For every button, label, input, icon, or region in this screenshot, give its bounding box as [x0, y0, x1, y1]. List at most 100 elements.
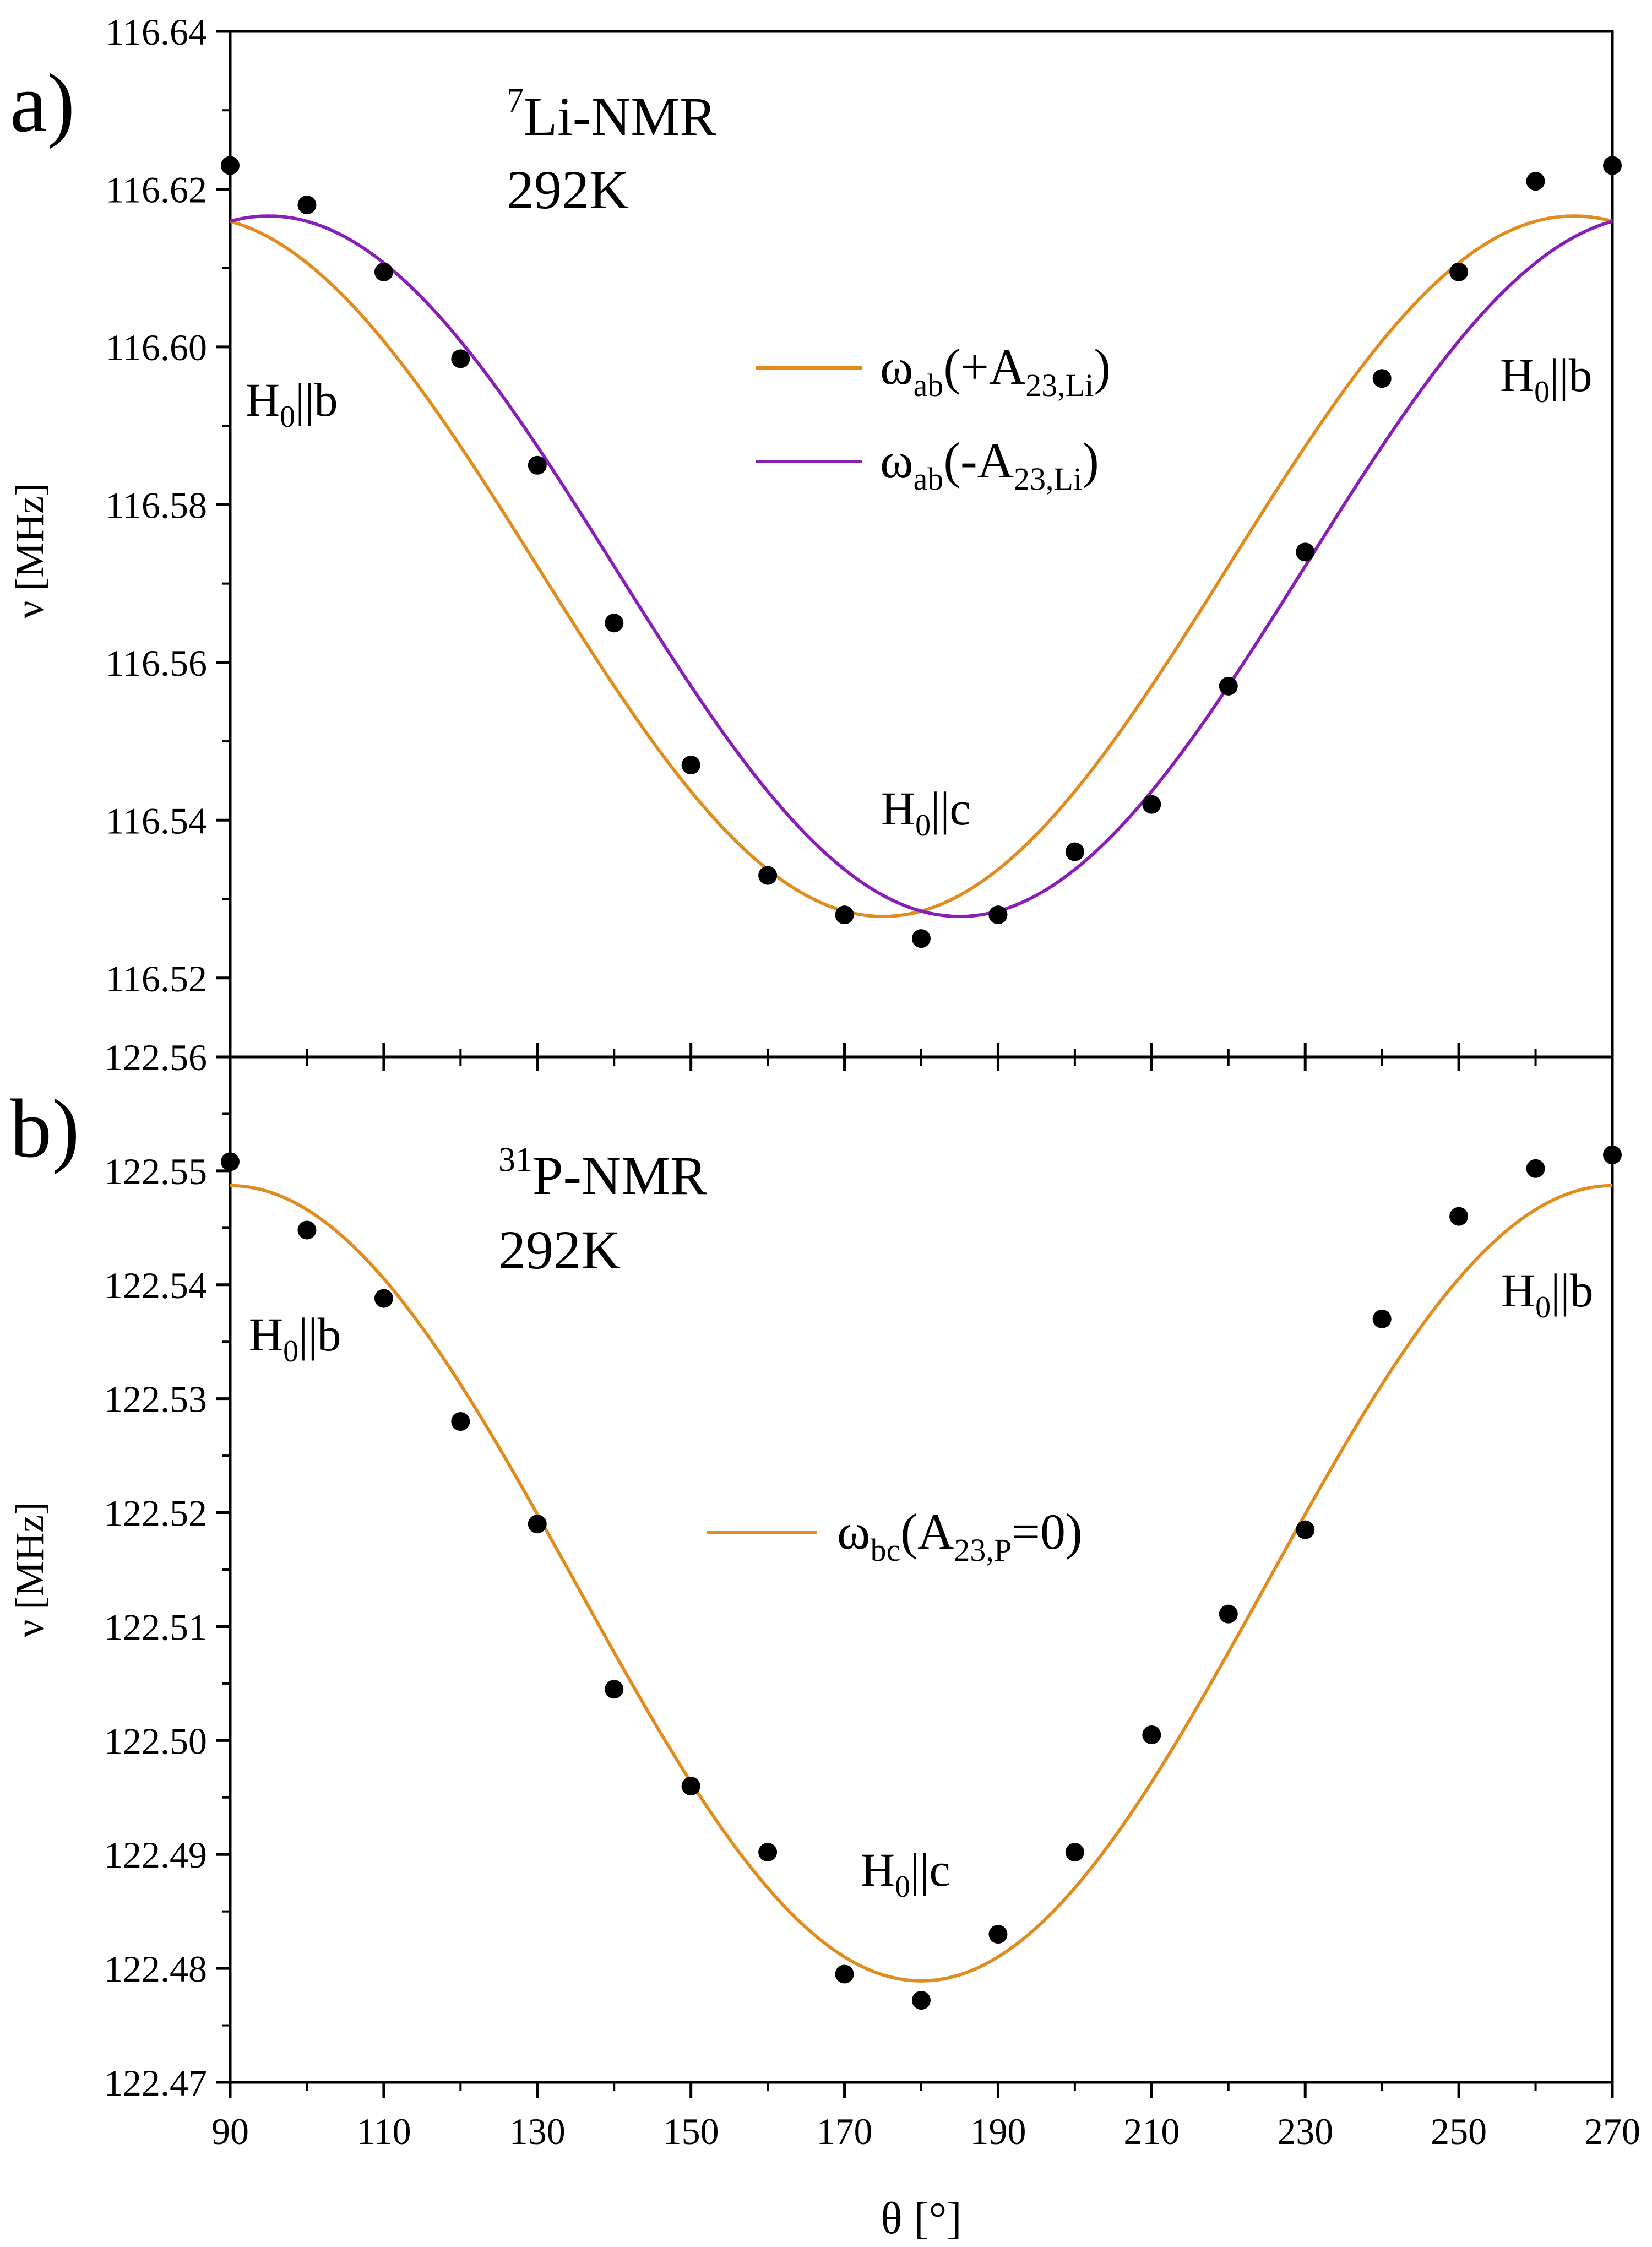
panel-a-letter: a): [10, 57, 75, 149]
data-point: [451, 1412, 470, 1431]
data-point: [1065, 842, 1084, 861]
panel-a-annotation-left: H0||b: [246, 373, 338, 434]
panel-a-nucleus-mass: 7: [507, 82, 524, 120]
y-tick-label: 116.62: [106, 169, 207, 210]
y-tick-label: 116.58: [106, 484, 207, 526]
panel-a-legend-label-plus: ωab(+A23,Li): [880, 339, 1111, 403]
y-tick-label: 122.54: [104, 1264, 207, 1306]
data-point: [1142, 1725, 1161, 1744]
panel-b-frame: [229, 1055, 1614, 2084]
x-tick-label: 150: [663, 2110, 719, 2152]
data-point: [1526, 172, 1545, 191]
panel-a-annotation-right: H0||b: [1500, 349, 1593, 409]
x-tick-label: 230: [1277, 2110, 1333, 2152]
panel-a-frame: [229, 30, 1614, 1059]
panel-b-x-axis: 90 110 130 150 170 190 210 230 250 270: [211, 2082, 1640, 2152]
data-point: [297, 1220, 317, 1240]
data-point: [912, 929, 931, 948]
x-tick-label: 270: [1584, 2110, 1640, 2152]
data-point: [451, 349, 470, 368]
y-tick-label: 122.56: [104, 1036, 207, 1078]
x-tick-label: 210: [1123, 2110, 1180, 2152]
fit-curve-1: [230, 214, 1613, 919]
data-point: [1219, 676, 1238, 696]
data-point: [605, 614, 624, 633]
data-point: [1065, 1843, 1084, 1862]
panel-b-nucleus: 31P-NMR: [498, 1141, 707, 1206]
data-point: [912, 1991, 931, 2010]
y-tick-label: 122.50: [104, 1720, 207, 1762]
fit-curve-0: [230, 1184, 1613, 1983]
data-point: [1526, 1159, 1545, 1178]
y-tick-label: 122.52: [104, 1492, 207, 1534]
y-tick-label: 122.47: [104, 2062, 207, 2104]
panel-b: 122.47 122.48 122.49 122.50 122.51 122.52 122.…: [8, 1036, 1640, 2152]
panel-a: 116.52 116.54 116.56 116.58 116.60 116.62 116.…: [8, 11, 1622, 1071]
data-point: [605, 1680, 624, 1699]
panel-b-fit-curves: [230, 1184, 1613, 1983]
panel-b-y-axis: 122.47 122.48 122.49 122.50 122.51 122.52 122.…: [104, 1036, 230, 2104]
y-tick-label: 116.52: [106, 958, 207, 1000]
data-point: [1142, 795, 1161, 814]
data-point: [221, 156, 240, 175]
data-point: [1296, 1520, 1315, 1539]
x-axis-title: θ [°]: [881, 2193, 961, 2243]
data-point: [681, 1777, 700, 1796]
panel-a-ylabel: ν [MHz]: [8, 483, 52, 618]
x-tick-label: 110: [356, 2110, 411, 2152]
panel-b-temperature: 292K: [498, 1219, 621, 1280]
data-point: [681, 756, 700, 775]
panel-b-nucleus-name: P-NMR: [532, 1145, 707, 1206]
data-point: [988, 1925, 1008, 1944]
y-tick-label: 122.49: [104, 1834, 207, 1876]
data-point: [1449, 262, 1469, 281]
panel-a-y-axis: 116.52 116.54 116.56 116.58 116.60 116.62 116.…: [106, 11, 230, 1000]
panel-b-legend-label: ωbc(A23,P=0): [837, 1504, 1083, 1568]
panel-b-nucleus-mass: 31: [498, 1141, 532, 1179]
data-point: [1603, 1145, 1622, 1164]
panel-b-annotation-left: H0||b: [249, 1308, 341, 1369]
panel-a-legend-label-minus: ωab(-A23,Li): [880, 432, 1099, 497]
panel-a-annotation-center: H0||c: [881, 782, 971, 843]
y-tick-label: 122.55: [104, 1150, 207, 1192]
y-tick-label: 122.51: [104, 1606, 207, 1648]
y-tick-label: 122.53: [104, 1378, 207, 1420]
panel-b-annotation-center: H0||c: [861, 1843, 950, 1904]
y-tick-label: 116.56: [106, 642, 207, 684]
panel-a-legend: ωab(+A23,Li) ωab(-A23,Li): [756, 339, 1111, 497]
data-point: [528, 1515, 547, 1534]
data-point: [297, 196, 317, 215]
data-point: [1603, 156, 1622, 175]
y-tick-label: 116.54: [106, 800, 207, 842]
data-point: [835, 1964, 854, 1984]
data-point: [221, 1152, 240, 1171]
data-point: [1219, 1604, 1238, 1624]
data-point: [1372, 1309, 1392, 1328]
data-point: [374, 1289, 393, 1308]
x-tick-label: 90: [211, 2110, 249, 2152]
x-tick-label: 190: [970, 2110, 1026, 2152]
data-point: [528, 455, 547, 475]
data-point: [835, 905, 854, 925]
panel-b-data-points: [221, 1145, 1622, 2010]
y-tick-label: 116.64: [106, 11, 207, 53]
panel-a-fit-curves: [230, 214, 1613, 919]
panel-a-nucleus-name: Li-NMR: [524, 86, 716, 147]
panel-b-letter: b): [10, 1082, 80, 1175]
data-point: [758, 866, 778, 885]
y-tick-label: 116.60: [106, 327, 207, 368]
y-tick-label: 122.48: [104, 1948, 207, 1990]
data-point: [1372, 369, 1392, 388]
data-point: [988, 905, 1008, 925]
panel-a-nucleus: 7Li-NMR: [507, 82, 716, 147]
panel-a-data-points: [221, 156, 1622, 948]
panel-b-legend: ωbc(A23,P=0): [707, 1504, 1083, 1568]
data-point: [1449, 1207, 1469, 1226]
x-tick-label: 250: [1431, 2110, 1487, 2152]
x-tick-label: 130: [509, 2110, 566, 2152]
data-point: [1296, 542, 1315, 562]
panel-a-temperature: 292K: [507, 159, 629, 220]
data-point: [374, 262, 393, 281]
panel-b-annotation-right: H0||b: [1501, 1264, 1594, 1325]
